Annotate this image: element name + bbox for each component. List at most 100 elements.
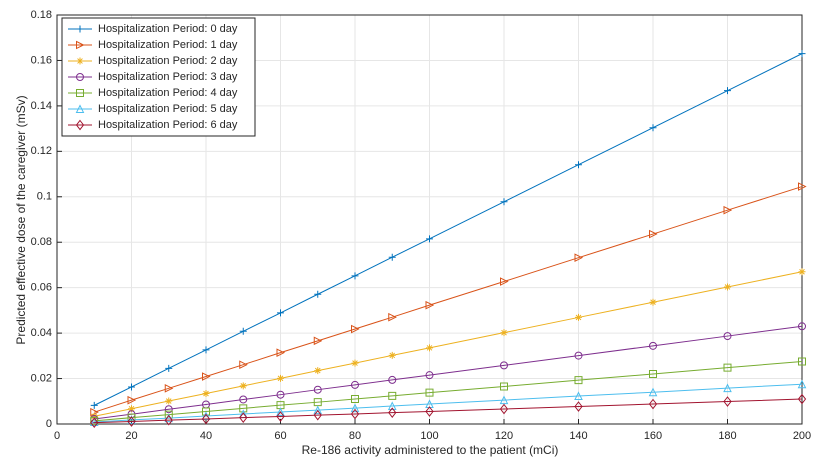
data-point	[351, 324, 360, 334]
data-point	[239, 360, 248, 370]
data-point	[574, 376, 583, 385]
data-point	[724, 87, 731, 95]
data-point	[313, 385, 322, 394]
data-point	[239, 412, 248, 423]
x-tick-label: 60	[274, 430, 286, 442]
y-tick-label: 0.14	[31, 100, 52, 112]
data-point	[314, 367, 322, 375]
data-point	[351, 359, 359, 367]
data-point	[500, 198, 508, 206]
y-tick-label: 0.06	[31, 282, 52, 294]
data-point	[128, 383, 135, 391]
data-point	[426, 344, 433, 352]
y-tick-label: 0	[46, 418, 52, 430]
data-point	[351, 272, 359, 280]
data-point	[723, 383, 732, 393]
x-tick-label: 160	[644, 430, 662, 442]
data-point	[276, 390, 285, 399]
data-point	[164, 405, 173, 414]
data-point	[723, 205, 733, 215]
x-tick-label: 80	[349, 430, 361, 442]
x-tick-label: 120	[495, 430, 513, 442]
data-point	[499, 403, 509, 415]
y-tick-label: 0.18	[31, 9, 52, 21]
data-point	[239, 382, 247, 390]
y-tick-label: 0.12	[31, 145, 52, 157]
y-tick-label: 0.08	[31, 236, 52, 248]
x-tick-label: 100	[420, 430, 438, 442]
data-point	[313, 398, 322, 407]
data-point	[127, 395, 137, 405]
data-point	[426, 235, 433, 243]
data-point	[350, 403, 360, 413]
legend-marker	[76, 89, 84, 97]
data-point	[239, 395, 248, 404]
data-point	[425, 300, 435, 310]
data-point	[798, 322, 806, 331]
legend-label: Hospitalization Period: 2 day	[98, 55, 238, 67]
data-point	[313, 405, 323, 415]
data-point	[574, 391, 583, 401]
y-tick-label: 0.02	[31, 372, 52, 384]
x-tick-label: 140	[569, 430, 587, 442]
data-point	[425, 388, 434, 397]
data-point	[202, 372, 211, 381]
legend-marker	[76, 40, 85, 50]
x-tick-label: 180	[718, 430, 736, 442]
data-point	[388, 253, 396, 261]
data-point	[649, 370, 657, 379]
data-point	[649, 229, 658, 239]
data-point	[90, 417, 99, 428]
data-point	[797, 393, 807, 405]
axes-box	[56, 14, 803, 425]
data-point	[90, 412, 98, 420]
series-line	[94, 186, 803, 413]
data-point	[724, 283, 731, 291]
data-point	[165, 364, 173, 372]
x-tick-label: 40	[200, 430, 212, 442]
data-point	[202, 407, 210, 416]
data-point	[387, 401, 397, 411]
series-line	[94, 361, 803, 422]
legend-marker	[75, 119, 85, 131]
legend-label: Hospitalization Period: 4 day	[98, 87, 238, 99]
data-point	[239, 404, 248, 413]
data-point	[575, 313, 582, 321]
data-point	[201, 413, 211, 425]
data-point	[164, 414, 173, 426]
data-point	[425, 406, 434, 417]
data-point	[574, 351, 583, 360]
data-point	[351, 380, 359, 389]
legend-label: Hospitalization Period: 0 day	[98, 23, 238, 35]
data-point	[351, 395, 359, 404]
x-axis-label: Re-186 activity administered to the pati…	[302, 443, 559, 457]
legend-label: Hospitalization Period: 6 day	[98, 119, 238, 131]
y-tick-label: 0.1	[37, 191, 52, 203]
data-point	[798, 50, 806, 58]
data-point	[723, 396, 732, 407]
data-point	[649, 124, 657, 132]
x-tick-label: 200	[793, 430, 811, 442]
data-point	[90, 401, 98, 409]
data-point	[798, 268, 806, 276]
data-point	[239, 327, 247, 335]
data-point	[164, 384, 174, 393]
data-point	[499, 395, 509, 405]
data-point	[277, 309, 284, 317]
legend-label: Hospitalization Period: 3 day	[98, 71, 238, 83]
data-point	[649, 298, 657, 306]
series-line	[94, 398, 803, 424]
data-point	[574, 253, 584, 262]
data-point	[500, 277, 509, 286]
legend-marker	[76, 25, 84, 33]
data-point	[313, 336, 323, 346]
data-point	[314, 290, 322, 298]
legend-marker	[76, 57, 84, 65]
data-point	[276, 411, 285, 422]
series-line	[94, 325, 803, 420]
legend-marker	[75, 104, 85, 113]
legend-label: Hospitalization Period: 1 day	[98, 39, 238, 51]
data-point	[797, 379, 807, 389]
legend-box	[61, 17, 256, 137]
data-point	[798, 182, 807, 191]
